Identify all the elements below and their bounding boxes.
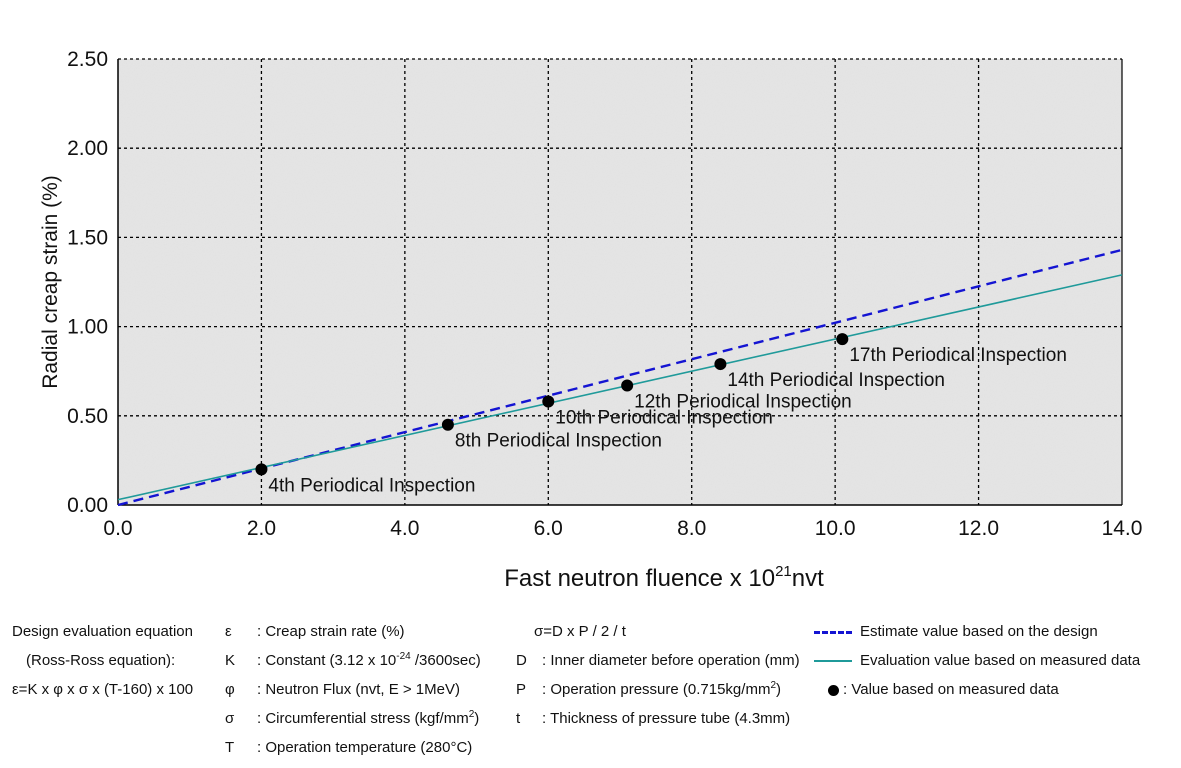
design-estimate-line (117, 248, 1123, 507)
measured-data-point (621, 379, 634, 392)
sigma-equation: σ=D x P / 2 / t (534, 623, 626, 640)
y-tick-label: 0.50 (67, 405, 108, 428)
equation-formula: ε=K x φ x σ x (T-160) x 100 (12, 681, 194, 698)
x-tick-label: 0.0 (103, 517, 132, 540)
evaluation-line (117, 274, 1123, 501)
inspection-label: 10th Periodical Inspection (555, 408, 773, 429)
y-tick-label: 1.50 (67, 226, 108, 249)
inspection-label: 8th Periodical Inspection (455, 431, 662, 452)
series-layer (117, 248, 1123, 507)
var-t: T: Operation temperature (280°C) (225, 739, 473, 756)
creep-strain-chart: 0.00 0.50 1.00 1.50 2.00 2.50 0.0 2.0 4.0 6.0 8.0… (39, 48, 1142, 592)
x-tick-label: 8.0 (677, 517, 706, 540)
x-tick-label: 10.0 (815, 517, 856, 540)
y-tick-label: 1.00 (67, 316, 108, 339)
data-points: 4th Periodical Inspection 8th Periodical … (255, 333, 1067, 496)
inspection-label: 12th Periodical Inspection (634, 391, 852, 412)
x-tick-label: 12.0 (958, 517, 999, 540)
inspection-label: 17th Periodical Inspection (849, 345, 1067, 366)
var-phi: φ: Neutron Flux (nvt, E > 1MeV) (225, 681, 460, 698)
variable-definitions: ε: Creap strain rate (%) K: Constant (3.… (225, 617, 481, 762)
var-k: K: Constant (3.12 x 10-24 /3600sec) (225, 651, 481, 670)
axes (117, 59, 1123, 506)
measured-data-point (714, 358, 727, 371)
x-tick-label: 2.0 (247, 517, 276, 540)
inspection-label: 14th Periodical Inspection (727, 370, 945, 391)
var-sigma: σ: Circumferential stress (kgf/mm2) (225, 709, 480, 728)
var-d: D: Inner diameter before operation (mm) (516, 652, 800, 669)
solid-line-swatch (814, 660, 852, 663)
x-tick-label: 14.0 (1102, 517, 1143, 540)
grid-lines (118, 58, 1122, 505)
var-thickness: t: Thickness of pressure tube (4.3mm) (516, 710, 791, 727)
y-tick-label: 0.00 (67, 494, 108, 517)
measured-data-point (255, 463, 268, 476)
equation-name: (Ross-Ross equation): (26, 652, 176, 669)
y-tick-label: 2.00 (67, 137, 108, 160)
legend-item-measured: : Value based on measured data (814, 675, 1140, 704)
dashed-line-swatch (814, 630, 852, 634)
inspection-label: 4th Periodical Inspection (268, 475, 475, 496)
equation-notes: Design evaluation equation (Ross-Ross eq… (12, 617, 193, 704)
measured-data-point (836, 333, 849, 346)
legend-item-evaluation: Evaluation value based on measured data (814, 646, 1140, 675)
equation-title: Design evaluation equation (12, 623, 193, 640)
x-tick-labels: 0.0 2.0 4.0 6.0 8.0 10.0 12.0 14.0 (103, 517, 1142, 540)
dot-marker-swatch (828, 684, 839, 696)
y-tick-label: 2.50 (67, 48, 108, 71)
measured-data-point (542, 395, 555, 408)
measured-data-point (441, 418, 454, 431)
legend-item-design: Estimate value based on the design (814, 617, 1140, 646)
x-axis-label: Fast neutron fluence x 1021nvt (504, 563, 824, 592)
x-tick-label: 4.0 (390, 517, 419, 540)
legend: Estimate value based on the design Evalu… (814, 617, 1140, 704)
plot-background (118, 59, 1122, 505)
y-axis-label: Radial creap strain (%) (39, 175, 62, 389)
var-p: P: Operation pressure (0.715kg/mm2) (516, 680, 781, 699)
y-tick-labels: 0.00 0.50 1.00 1.50 2.00 2.50 (67, 48, 108, 517)
sigma-definitions: σ=D x P / 2 / t D: Inner diameter before… (516, 617, 800, 733)
x-tick-label: 6.0 (534, 517, 563, 540)
var-epsilon: ε: Creap strain rate (%) (225, 623, 405, 640)
